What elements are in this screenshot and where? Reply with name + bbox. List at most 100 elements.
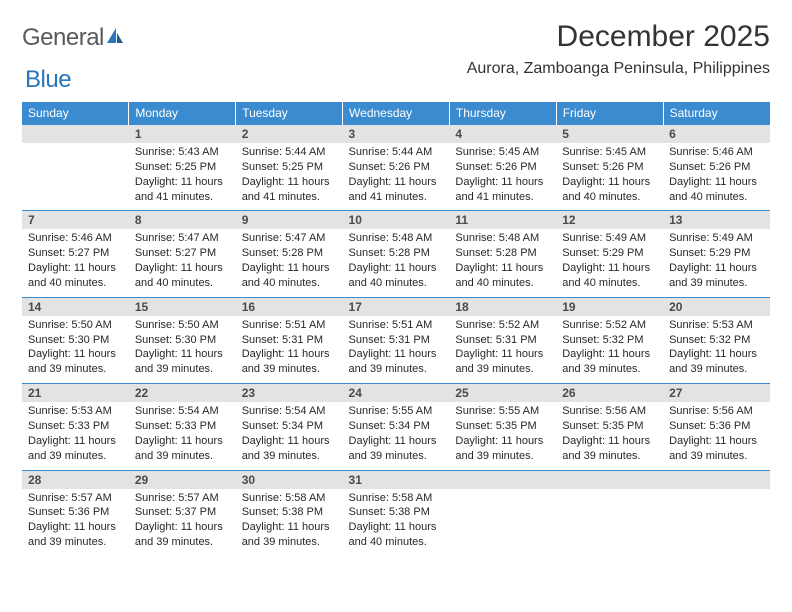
weekday-header: Monday: [129, 102, 236, 125]
weekday-header: Thursday: [449, 102, 556, 125]
day-number-cell: 10: [343, 211, 450, 230]
day-number-row: 123456: [22, 125, 770, 144]
day-number-row: 21222324252627: [22, 384, 770, 403]
logo-word1: General: [22, 24, 104, 52]
day-details: Sunrise: 5:56 AMSunset: 5:36 PMDaylight:…: [669, 404, 764, 463]
day-number-row: 14151617181920: [22, 297, 770, 316]
day-details: Sunrise: 5:58 AMSunset: 5:38 PMDaylight:…: [242, 491, 337, 550]
day-number-cell: 22: [129, 384, 236, 403]
day-details: Sunrise: 5:52 AMSunset: 5:32 PMDaylight:…: [562, 318, 657, 377]
day-content-cell: Sunrise: 5:55 AMSunset: 5:35 PMDaylight:…: [449, 402, 556, 470]
day-details: Sunrise: 5:46 AMSunset: 5:27 PMDaylight:…: [28, 231, 123, 290]
weekday-header: Wednesday: [343, 102, 450, 125]
day-content-cell: Sunrise: 5:49 AMSunset: 5:29 PMDaylight:…: [556, 229, 663, 297]
day-content-cell: Sunrise: 5:44 AMSunset: 5:25 PMDaylight:…: [236, 143, 343, 211]
day-content-row: Sunrise: 5:43 AMSunset: 5:25 PMDaylight:…: [22, 143, 770, 211]
day-number-cell: 25: [449, 384, 556, 403]
day-content-row: Sunrise: 5:50 AMSunset: 5:30 PMDaylight:…: [22, 316, 770, 384]
day-details: Sunrise: 5:57 AMSunset: 5:36 PMDaylight:…: [28, 491, 123, 550]
day-content-cell: Sunrise: 5:56 AMSunset: 5:35 PMDaylight:…: [556, 402, 663, 470]
day-content-row: Sunrise: 5:46 AMSunset: 5:27 PMDaylight:…: [22, 229, 770, 297]
month-title: December 2025: [467, 20, 770, 54]
day-number-cell: 16: [236, 297, 343, 316]
day-content-row: Sunrise: 5:57 AMSunset: 5:36 PMDaylight:…: [22, 489, 770, 556]
day-content-cell: Sunrise: 5:49 AMSunset: 5:29 PMDaylight:…: [663, 229, 770, 297]
day-details: Sunrise: 5:44 AMSunset: 5:25 PMDaylight:…: [242, 145, 337, 204]
day-content-cell: Sunrise: 5:54 AMSunset: 5:33 PMDaylight:…: [129, 402, 236, 470]
day-content-cell: Sunrise: 5:46 AMSunset: 5:27 PMDaylight:…: [22, 229, 129, 297]
day-number-cell: 1: [129, 125, 236, 144]
day-content-cell: Sunrise: 5:52 AMSunset: 5:31 PMDaylight:…: [449, 316, 556, 384]
day-content-cell: Sunrise: 5:52 AMSunset: 5:32 PMDaylight:…: [556, 316, 663, 384]
day-content-cell: Sunrise: 5:47 AMSunset: 5:28 PMDaylight:…: [236, 229, 343, 297]
day-details: Sunrise: 5:52 AMSunset: 5:31 PMDaylight:…: [455, 318, 550, 377]
day-content-cell: Sunrise: 5:44 AMSunset: 5:26 PMDaylight:…: [343, 143, 450, 211]
day-content-cell: Sunrise: 5:45 AMSunset: 5:26 PMDaylight:…: [556, 143, 663, 211]
day-number-cell: 5: [556, 125, 663, 144]
day-details: Sunrise: 5:43 AMSunset: 5:25 PMDaylight:…: [135, 145, 230, 204]
calendar-table: SundayMondayTuesdayWednesdayThursdayFrid…: [22, 102, 770, 556]
day-number-cell: 14: [22, 297, 129, 316]
day-number-cell: 27: [663, 384, 770, 403]
day-details: Sunrise: 5:51 AMSunset: 5:31 PMDaylight:…: [349, 318, 444, 377]
day-content-cell: Sunrise: 5:43 AMSunset: 5:25 PMDaylight:…: [129, 143, 236, 211]
day-content-cell: Sunrise: 5:48 AMSunset: 5:28 PMDaylight:…: [343, 229, 450, 297]
day-details: Sunrise: 5:48 AMSunset: 5:28 PMDaylight:…: [455, 231, 550, 290]
day-content-cell: Sunrise: 5:56 AMSunset: 5:36 PMDaylight:…: [663, 402, 770, 470]
day-content-cell: [449, 489, 556, 556]
day-content-cell: Sunrise: 5:46 AMSunset: 5:26 PMDaylight:…: [663, 143, 770, 211]
day-details: Sunrise: 5:58 AMSunset: 5:38 PMDaylight:…: [349, 491, 444, 550]
day-content-cell: Sunrise: 5:50 AMSunset: 5:30 PMDaylight:…: [22, 316, 129, 384]
weekday-header: Friday: [556, 102, 663, 125]
weekday-header: Saturday: [663, 102, 770, 125]
calendar-page: General December 2025 Aurora, Zamboanga …: [0, 0, 792, 566]
day-details: Sunrise: 5:44 AMSunset: 5:26 PMDaylight:…: [349, 145, 444, 204]
title-block: December 2025 Aurora, Zamboanga Peninsul…: [467, 20, 770, 78]
day-content-cell: [22, 143, 129, 211]
day-details: Sunrise: 5:51 AMSunset: 5:31 PMDaylight:…: [242, 318, 337, 377]
day-number-cell: [663, 470, 770, 489]
day-number-row: 78910111213: [22, 211, 770, 230]
day-number-cell: 18: [449, 297, 556, 316]
weekday-header: Sunday: [22, 102, 129, 125]
day-content-cell: Sunrise: 5:45 AMSunset: 5:26 PMDaylight:…: [449, 143, 556, 211]
day-content-cell: Sunrise: 5:58 AMSunset: 5:38 PMDaylight:…: [236, 489, 343, 556]
day-number-cell: [22, 125, 129, 144]
logo: General: [22, 20, 126, 52]
day-content-cell: Sunrise: 5:57 AMSunset: 5:36 PMDaylight:…: [22, 489, 129, 556]
day-details: Sunrise: 5:45 AMSunset: 5:26 PMDaylight:…: [562, 145, 657, 204]
day-number-cell: 30: [236, 470, 343, 489]
day-content-cell: Sunrise: 5:48 AMSunset: 5:28 PMDaylight:…: [449, 229, 556, 297]
day-content-row: Sunrise: 5:53 AMSunset: 5:33 PMDaylight:…: [22, 402, 770, 470]
day-number-cell: 26: [556, 384, 663, 403]
day-number-cell: 28: [22, 470, 129, 489]
day-details: Sunrise: 5:57 AMSunset: 5:37 PMDaylight:…: [135, 491, 230, 550]
weekday-header: Tuesday: [236, 102, 343, 125]
day-number-cell: 15: [129, 297, 236, 316]
day-number-cell: 8: [129, 211, 236, 230]
day-number-cell: 7: [22, 211, 129, 230]
day-number-cell: 21: [22, 384, 129, 403]
day-details: Sunrise: 5:56 AMSunset: 5:35 PMDaylight:…: [562, 404, 657, 463]
day-content-cell: Sunrise: 5:51 AMSunset: 5:31 PMDaylight:…: [343, 316, 450, 384]
day-content-cell: Sunrise: 5:51 AMSunset: 5:31 PMDaylight:…: [236, 316, 343, 384]
location: Aurora, Zamboanga Peninsula, Philippines: [467, 60, 770, 78]
day-details: Sunrise: 5:49 AMSunset: 5:29 PMDaylight:…: [669, 231, 764, 290]
day-number-cell: 31: [343, 470, 450, 489]
day-content-cell: [663, 489, 770, 556]
day-details: Sunrise: 5:53 AMSunset: 5:33 PMDaylight:…: [28, 404, 123, 463]
day-content-cell: Sunrise: 5:58 AMSunset: 5:38 PMDaylight:…: [343, 489, 450, 556]
day-details: Sunrise: 5:48 AMSunset: 5:28 PMDaylight:…: [349, 231, 444, 290]
day-details: Sunrise: 5:50 AMSunset: 5:30 PMDaylight:…: [28, 318, 123, 377]
day-details: Sunrise: 5:54 AMSunset: 5:33 PMDaylight:…: [135, 404, 230, 463]
day-content-cell: Sunrise: 5:53 AMSunset: 5:32 PMDaylight:…: [663, 316, 770, 384]
day-number-cell: 3: [343, 125, 450, 144]
weekday-header-row: SundayMondayTuesdayWednesdayThursdayFrid…: [22, 102, 770, 125]
day-details: Sunrise: 5:45 AMSunset: 5:26 PMDaylight:…: [455, 145, 550, 204]
day-number-cell: 9: [236, 211, 343, 230]
day-details: Sunrise: 5:49 AMSunset: 5:29 PMDaylight:…: [562, 231, 657, 290]
day-number-row: 28293031: [22, 470, 770, 489]
day-number-cell: 6: [663, 125, 770, 144]
logo-sail-icon: [105, 26, 125, 51]
day-number-cell: [449, 470, 556, 489]
